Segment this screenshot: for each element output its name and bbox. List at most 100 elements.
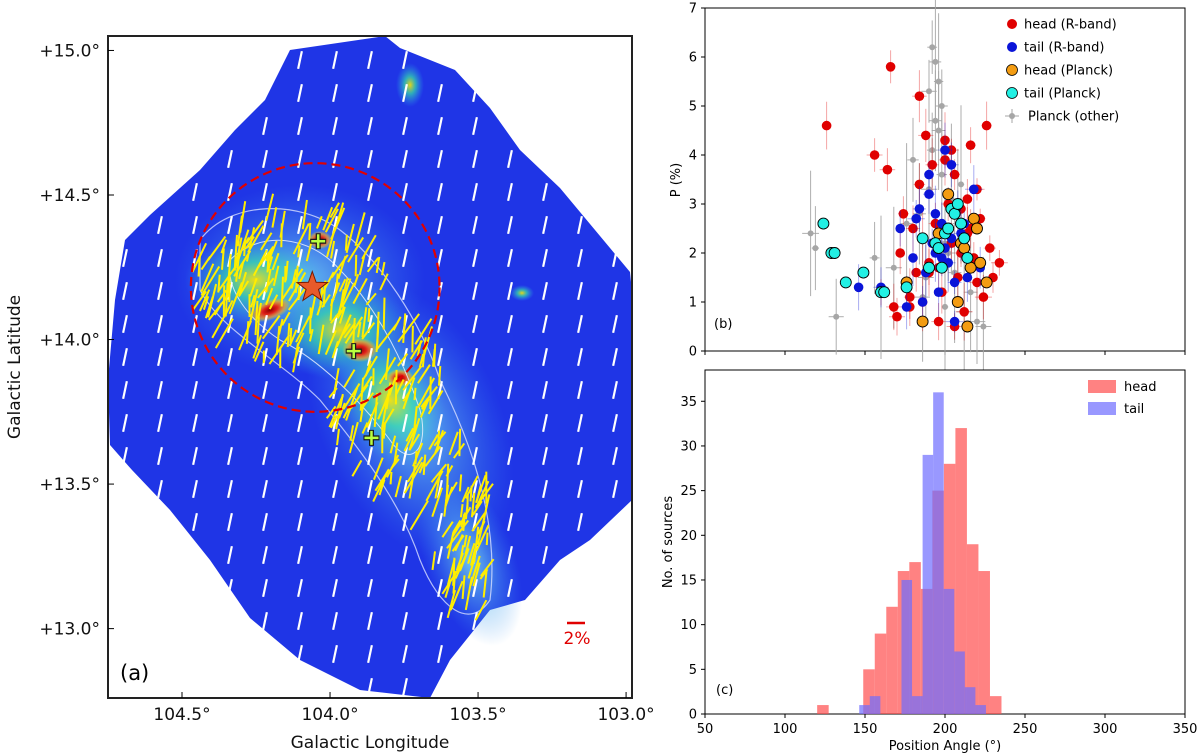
rband-vector xyxy=(445,463,450,497)
planck-vector xyxy=(297,413,303,433)
rband-vector xyxy=(256,317,260,344)
rband-vector xyxy=(325,405,337,419)
scatter-point-head-r-band- xyxy=(889,302,899,312)
scatter-point-tail-r-band- xyxy=(946,160,957,170)
rband-vector xyxy=(281,311,291,326)
legend-head-label: head xyxy=(1124,380,1156,395)
legend-head-swatch xyxy=(1088,380,1116,393)
scatter-point-tail-r-band- xyxy=(962,272,973,283)
rband-vector xyxy=(407,456,424,483)
scatter-point-planck-other- xyxy=(926,88,932,95)
rband-vector xyxy=(256,277,275,299)
scatter-point-tail-planck- xyxy=(932,242,945,255)
planck-vector xyxy=(437,446,443,466)
legend-planck-other-label: Planck (other) xyxy=(1028,110,1119,125)
rband-vector xyxy=(373,392,379,428)
planck-vector xyxy=(507,149,513,169)
scatter-point-head-r-band- xyxy=(892,311,902,322)
scatter-ytick-label: 3 xyxy=(689,198,697,213)
rband-vector xyxy=(257,302,262,319)
scatter-point-planck-other- xyxy=(980,323,987,330)
hist-ytick-label: 20 xyxy=(680,529,697,544)
rband-vector xyxy=(338,277,349,313)
planck-vector xyxy=(402,50,408,70)
rband-vector xyxy=(405,427,415,442)
hist-xtick-label: 200 xyxy=(933,722,958,737)
rband-vector xyxy=(361,422,369,434)
rband-vector xyxy=(352,277,368,305)
scatter-point-tail-r-band- xyxy=(949,277,960,288)
rband-vector xyxy=(326,226,337,258)
rband-vector xyxy=(379,273,389,291)
scatter-ytick-label: 4 xyxy=(689,149,697,164)
star-marker xyxy=(295,270,329,302)
hist-bar-head xyxy=(874,633,887,714)
rband-vector xyxy=(473,526,480,563)
map-ytick-label: +14.0° xyxy=(39,331,100,351)
scatter-point-head-r-band- xyxy=(921,130,931,141)
rband-vector xyxy=(464,475,479,499)
rband-vector xyxy=(268,294,279,310)
rband-vector xyxy=(378,356,397,385)
rband-vector xyxy=(330,254,349,279)
rband-vector xyxy=(254,300,259,336)
rband-vector xyxy=(265,268,272,293)
rband-vector xyxy=(280,276,284,307)
scatter-point-tail-planck- xyxy=(948,207,961,220)
scatter-point-planck-other- xyxy=(910,156,916,163)
map-ylabel: Galactic Latitude xyxy=(5,295,25,439)
planck-vector xyxy=(507,479,513,499)
rband-vector xyxy=(467,559,476,579)
rband-vector xyxy=(309,294,317,319)
planck-vector xyxy=(402,644,408,664)
planck-vector xyxy=(227,446,233,466)
rband-vector xyxy=(378,479,386,496)
planck-vector xyxy=(472,149,478,169)
panel-b-label: (b) xyxy=(714,317,732,332)
rband-vector xyxy=(366,257,380,273)
hist-ytick-label: 5 xyxy=(689,663,697,678)
scatter-point-planck-other- xyxy=(871,254,878,261)
planck-vector xyxy=(262,413,268,433)
planck-vector xyxy=(437,182,443,202)
hist-bar-tail xyxy=(912,696,923,714)
map-emission-right xyxy=(510,285,534,301)
hist-bar-tail xyxy=(869,696,881,714)
planck-vector xyxy=(157,347,163,367)
planck-vector xyxy=(332,578,338,598)
planck-vector xyxy=(437,578,443,598)
rband-vector xyxy=(397,353,409,367)
scatter-point-head-r-band- xyxy=(940,135,950,146)
planck-vector xyxy=(402,578,408,598)
rband-vector xyxy=(324,330,337,355)
scatter-axes: 0 1 2 3 4 5 6 7 xyxy=(689,2,1186,360)
hist-ytick-label: 25 xyxy=(680,484,697,499)
planck-vector xyxy=(332,545,338,565)
rband-vector xyxy=(245,321,250,344)
scatter-point-head-r-band- xyxy=(895,248,905,258)
hist-ytick-label: 10 xyxy=(680,618,697,633)
hist-bar-head xyxy=(817,705,829,714)
planck-vector xyxy=(437,611,443,631)
planck-vector xyxy=(472,380,478,400)
rband-vector xyxy=(290,269,297,289)
hist-bar-tail xyxy=(954,651,965,714)
hist-bar-head xyxy=(909,562,921,714)
plus-marker xyxy=(364,430,379,445)
rband-vector xyxy=(238,271,247,296)
scatter-legend: head (R-band) tail (R-band) head (Planck… xyxy=(1005,18,1119,125)
scatter-point-head-r-band- xyxy=(882,164,893,175)
planck-vector xyxy=(297,149,303,169)
scatter-point-planck-other- xyxy=(890,264,897,271)
planck-vector xyxy=(157,446,163,466)
planck-vector xyxy=(507,314,513,334)
planck-vector xyxy=(262,545,268,565)
planck-vector xyxy=(157,314,163,334)
planck-vector xyxy=(297,545,303,565)
planck-vector xyxy=(332,644,338,664)
planck-vector xyxy=(332,479,338,499)
planck-vector xyxy=(402,83,408,103)
planck-vector xyxy=(367,248,373,268)
map-emission-top xyxy=(396,63,424,107)
